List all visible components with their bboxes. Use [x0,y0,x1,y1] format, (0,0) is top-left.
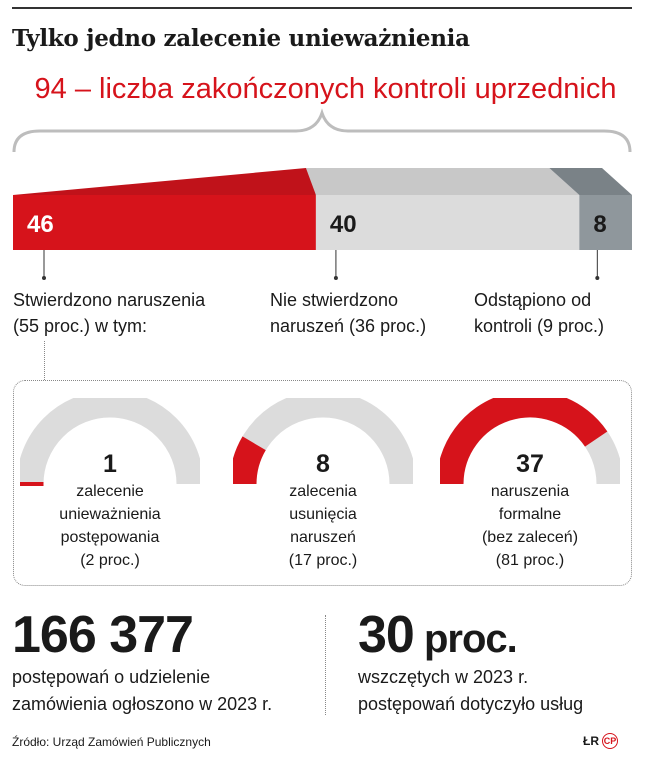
bar-desc-line: Stwierdzono naruszenia [13,290,206,310]
stat-desc: postępowań o udzielenie zamówienia ogłosz… [12,664,272,718]
bar-value-label: 46 [27,211,54,238]
gauge-value: 8 [316,450,330,478]
gauge-desc-line: (bez zaleceń) [481,529,579,546]
publisher-logo: CP [602,733,618,749]
stat-number: 30 proc. [358,605,518,665]
bar-segment-1 [315,195,580,250]
gauge-fill [440,398,608,485]
author-initials: ŁR [583,734,599,748]
stat-number-value: 30 [358,606,415,664]
gauge-desc-line: zalecenia [289,483,357,500]
gauge-desc-line: postępowania [60,529,160,546]
gauge-desc-line: naruszenia [490,483,570,500]
chart-title: Tylko jedno zalecenie unieważnienia [12,25,470,52]
gauge-desc-line: (2 proc.) [80,552,140,569]
bar-desc-line: kontroli (9 proc.) [474,316,605,336]
bar-desc: Stwierdzono naruszenia (55 proc.) w tym: [13,287,205,339]
gauge-desc-line: unieważnienia [59,506,161,523]
bar-top-0 [13,168,316,195]
gauge-desc-line: (81 proc.) [495,552,565,569]
bar-segment-0 [13,195,316,250]
curly-bracket [12,108,632,153]
stat-desc: wszczętych w 2023 r. postępowań dotyczyło… [358,664,583,718]
gauge-0 [20,398,200,486]
gauge-desc-line: (17 proc.) [288,552,358,569]
bar-desc-line: (55 proc.) w tym: [13,316,148,336]
bar-top-1 [305,168,580,195]
gauge-1 [233,398,413,485]
chart-subtitle: 94 – liczba zakończonych kontroli uprzed… [34,73,617,105]
stat-desc-line: postępowań dotyczyło usług [358,694,584,714]
bar-leader-dot [595,276,600,280]
gauge-value: 1 [103,450,117,478]
gauge-desc-line: formalne [498,506,562,523]
gauge-desc-line: naruszeń [290,529,356,546]
stat-desc-line: postępowań o udzielenie [12,667,211,687]
bar-desc: Nie stwierdzono naruszeń (36 proc.) [270,287,426,339]
stacked-bar-chart: 46 40 8 [13,168,632,280]
stat-desc-line: wszczętych w 2023 r. [358,667,529,687]
gauge-value: 37 [516,450,544,478]
source-note: Źródło: Urząd Zamówień Publicznych [12,735,211,749]
bar-segment-2 [579,195,632,250]
stat-unit: proc. [413,617,518,661]
gauge-desc: zalecenie unieważnienia postępowania (2 pro… [20,480,200,572]
bar-desc-line: Nie stwierdzono [270,290,399,310]
stats-divider [325,615,326,715]
stat-number-value: 166 377 [12,606,194,664]
gauge-desc: naruszenia formalne (bez zaleceń) (81 proc.… [440,480,620,572]
breakdown-box [13,380,632,586]
gauge-desc-line: zalecenie [76,483,144,500]
top-rule [12,7,632,9]
bar-desc-line: naruszeń (36 proc.) [270,316,427,336]
stat-number: 166 377 [12,605,194,665]
gauge-track [20,398,200,485]
bar-value-label: 8 [593,211,606,238]
gauge-desc: zalecenia usunięcia naruszeń (17 proc.) [233,480,413,572]
stat-desc-line: zamówienia ogłoszono w 2023 r. [12,694,273,714]
bar-top-2 [549,168,632,195]
bar-leader-dot [333,276,338,280]
gauge-2 [440,398,620,485]
bar-desc-line: Odstąpiono od [474,290,592,310]
gauge-fill [233,436,267,485]
bar-desc: Odstąpiono od kontroli (9 proc.) [474,287,604,339]
bar-leader-dot [42,276,46,280]
gauge-desc-line: usunięcia [289,506,357,523]
desc-box-connector [44,341,45,380]
credit: ŁR CP [583,733,618,749]
bar-value-label: 40 [330,211,357,238]
